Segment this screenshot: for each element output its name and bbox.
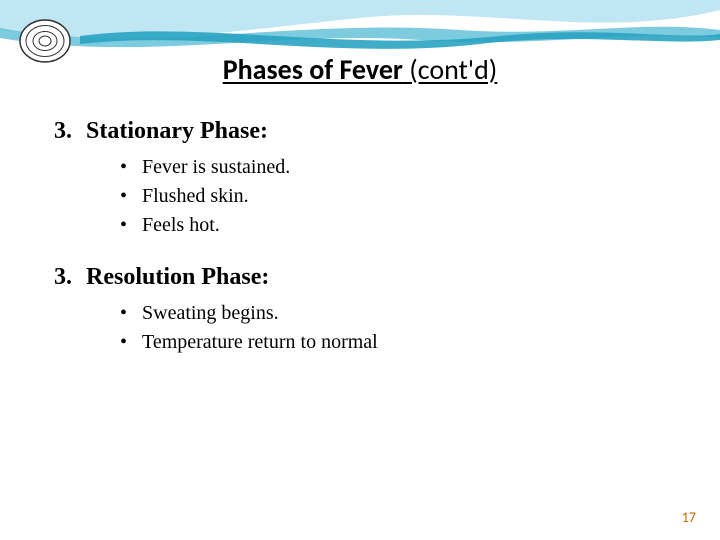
section-title: Stationary Phase: <box>86 118 268 145</box>
section-number: 3. <box>54 264 80 291</box>
list-item: Feels hot. <box>120 211 680 240</box>
bullet-list: Fever is sustained. Flushed skin. Feels … <box>120 153 680 240</box>
slide-title-rest: (cont'd) <box>403 52 497 87</box>
bullet-list: Sweating begins. Temperature return to n… <box>120 299 680 357</box>
page-number: 17 <box>682 509 696 526</box>
slide-content: 3. Stationary Phase: Fever is sustained.… <box>54 118 680 381</box>
section-title: Resolution Phase: <box>86 264 269 291</box>
section-heading: 3. Stationary Phase: <box>54 118 680 145</box>
slide-title-bold: Phases of Fever <box>223 52 403 87</box>
section-number: 3. <box>54 118 80 145</box>
list-item: Fever is sustained. <box>120 153 680 182</box>
list-item: Temperature return to normal <box>120 328 680 357</box>
list-item: Flushed skin. <box>120 182 680 211</box>
section-heading: 3. Resolution Phase: <box>54 264 680 291</box>
list-item: Sweating begins. <box>120 299 680 328</box>
slide-title: Phases of Fever (cont'd) <box>0 52 720 87</box>
